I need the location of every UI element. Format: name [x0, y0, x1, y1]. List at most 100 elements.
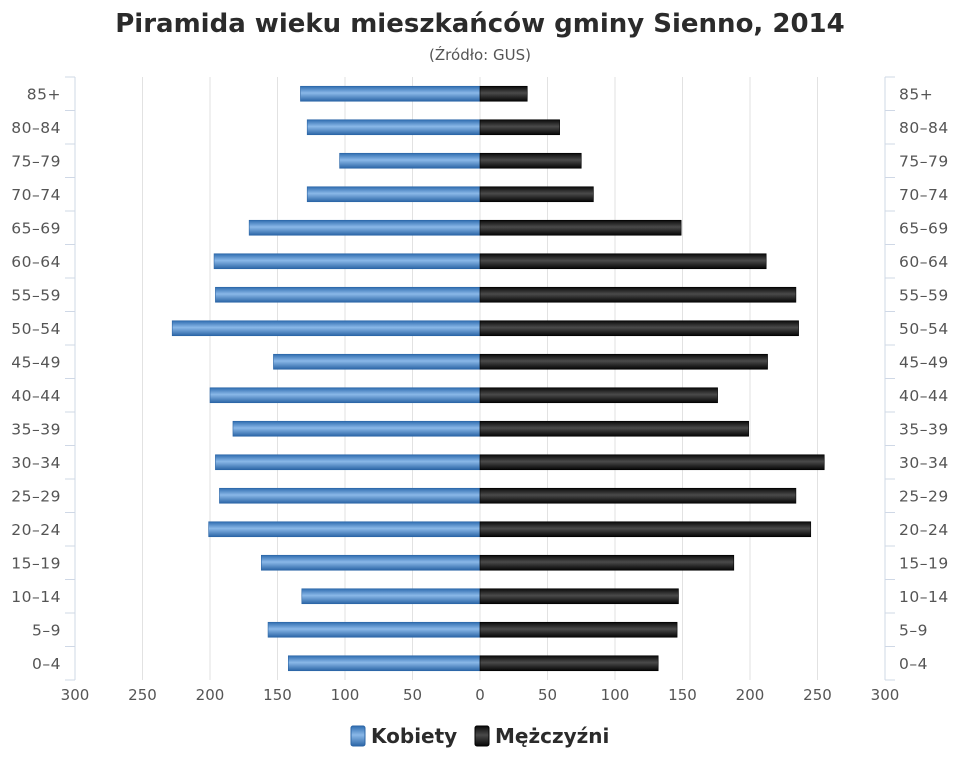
x-tick-label: 0: [475, 686, 485, 704]
bar-kobiety-40-44[interactable]: [209, 387, 481, 404]
bar-mezczyzni-45-49[interactable]: [479, 353, 768, 370]
category-label-left: 20–24: [11, 521, 61, 539]
x-tick-label: 250: [803, 686, 832, 704]
category-label-left: 60–64: [11, 253, 61, 271]
category-label-left: 15–19: [11, 554, 61, 572]
bar-kobiety-45-49[interactable]: [273, 353, 481, 370]
category-label-right: 25–29: [899, 487, 949, 505]
category-label-right: 60–64: [899, 253, 949, 271]
category-labels-left: 0–4 5–9 10–14 15–19 20–24 25–29 30–34 35–39 40–4…: [11, 85, 61, 673]
category-label-right: 5–9: [899, 621, 928, 639]
category-label-left: 30–34: [11, 454, 61, 472]
x-tick-label: 300: [871, 686, 900, 704]
legend[interactable]: Kobiety Mężczyźni: [350, 724, 609, 748]
chart-title: Piramida wieku mieszkańców gminy Sienno,…: [115, 9, 844, 39]
bar-kobiety-50-54[interactable]: [171, 320, 481, 337]
bars: [171, 85, 825, 672]
x-tick-label: 150: [668, 686, 697, 704]
category-label-right: 20–24: [899, 521, 949, 539]
bar-mezczyzni-80-84[interactable]: [479, 119, 560, 136]
legend-label-kobiety: Kobiety: [371, 724, 457, 748]
bar-mezczyzni-20-24[interactable]: [479, 521, 812, 538]
category-label-right: 50–54: [899, 320, 949, 338]
x-tick-label: 100: [601, 686, 630, 704]
bar-kobiety-15-19[interactable]: [260, 554, 481, 571]
x-tick-label: 50: [403, 686, 422, 704]
legend-swatch-mezczyzni: [474, 725, 490, 747]
category-label-left: 80–84: [11, 119, 61, 137]
bar-kobiety-60-64[interactable]: [213, 253, 481, 270]
legend-label-mezczyzni: Mężczyźni: [495, 724, 609, 748]
category-label-left: 0–4: [32, 655, 61, 673]
category-label-right: 55–59: [899, 286, 949, 304]
bar-kobiety-65-69[interactable]: [248, 219, 481, 236]
bar-mezczyzni-85+[interactable]: [479, 85, 528, 102]
bar-kobiety-85+[interactable]: [300, 85, 481, 102]
category-label-right: 40–44: [899, 387, 949, 405]
axes: [65, 76, 895, 681]
x-tick-label: 50: [538, 686, 557, 704]
bar-mezczyzni-50-54[interactable]: [479, 320, 799, 337]
bar-kobiety-70-74[interactable]: [306, 186, 481, 203]
bar-kobiety-30-34[interactable]: [215, 454, 481, 471]
category-label-right: 45–49: [899, 353, 949, 371]
bar-mezczyzni-60-64[interactable]: [479, 253, 767, 270]
category-label-right: 30–34: [899, 454, 949, 472]
category-label-right: 35–39: [899, 420, 949, 438]
bar-mezczyzni-65-69[interactable]: [479, 219, 682, 236]
bar-mezczyzni-40-44[interactable]: [479, 387, 718, 404]
chart-subtitle: (Źródło: GUS): [429, 45, 531, 64]
category-label-right: 75–79: [899, 152, 949, 170]
category-label-right: 80–84: [899, 119, 949, 137]
bar-mezczyzni-30-34[interactable]: [479, 454, 825, 471]
bar-mezczyzni-55-59[interactable]: [479, 286, 797, 303]
bar-mezczyzni-0-4[interactable]: [479, 655, 659, 672]
bar-kobiety-25-29[interactable]: [219, 487, 481, 504]
category-label-right: 70–74: [899, 186, 949, 204]
category-label-left: 50–54: [11, 320, 61, 338]
bar-mezczyzni-70-74[interactable]: [479, 186, 594, 203]
bar-kobiety-55-59[interactable]: [215, 286, 481, 303]
category-label-right: 0–4: [899, 655, 928, 673]
bar-kobiety-0-4[interactable]: [287, 655, 481, 672]
x-tick-label: 300: [61, 686, 90, 704]
x-tick-label: 250: [128, 686, 157, 704]
category-label-left: 55–59: [11, 286, 61, 304]
legend-item-mezczyzni[interactable]: Mężczyźni: [474, 724, 609, 748]
bar-kobiety-20-24[interactable]: [208, 521, 481, 538]
x-tick-label: 100: [331, 686, 360, 704]
x-tick-labels: 300 250 200 150 100 50 0 50 100 150 200 250 300: [61, 686, 900, 704]
bar-mezczyzni-25-29[interactable]: [479, 487, 797, 504]
bar-mezczyzni-5-9[interactable]: [479, 621, 678, 638]
x-tick-label: 200: [196, 686, 225, 704]
category-label-left: 25–29: [11, 487, 61, 505]
category-label-left: 85+: [27, 85, 61, 103]
bar-kobiety-10-14[interactable]: [301, 588, 481, 605]
category-label-left: 5–9: [32, 621, 61, 639]
bar-kobiety-75-79[interactable]: [339, 152, 481, 169]
x-tick-label: 200: [736, 686, 765, 704]
category-label-left: 45–49: [11, 353, 61, 371]
category-label-left: 10–14: [11, 588, 61, 606]
category-labels-right: 0–4 5–9 10–14 15–19 20–24 25–29 30–34 35–39 40–4…: [899, 85, 949, 673]
bar-mezczyzni-15-19[interactable]: [479, 554, 735, 571]
bar-mezczyzni-35-39[interactable]: [479, 420, 749, 437]
legend-swatch-kobiety: [350, 725, 366, 747]
category-label-left: 65–69: [11, 219, 61, 237]
category-label-left: 35–39: [11, 420, 61, 438]
category-label-right: 85+: [899, 85, 933, 103]
bar-kobiety-5-9[interactable]: [267, 621, 481, 638]
x-tick-label: 150: [263, 686, 292, 704]
category-label-right: 65–69: [899, 219, 949, 237]
bar-kobiety-80-84[interactable]: [306, 119, 481, 136]
category-label-right: 15–19: [899, 554, 949, 572]
category-label-left: 70–74: [11, 186, 61, 204]
bar-mezczyzni-75-79[interactable]: [479, 152, 582, 169]
legend-item-kobiety[interactable]: Kobiety: [350, 724, 457, 748]
category-label-left: 40–44: [11, 387, 61, 405]
bar-kobiety-35-39[interactable]: [232, 420, 481, 437]
category-label-right: 10–14: [899, 588, 949, 606]
category-label-left: 75–79: [11, 152, 61, 170]
bar-mezczyzni-10-14[interactable]: [479, 588, 679, 605]
